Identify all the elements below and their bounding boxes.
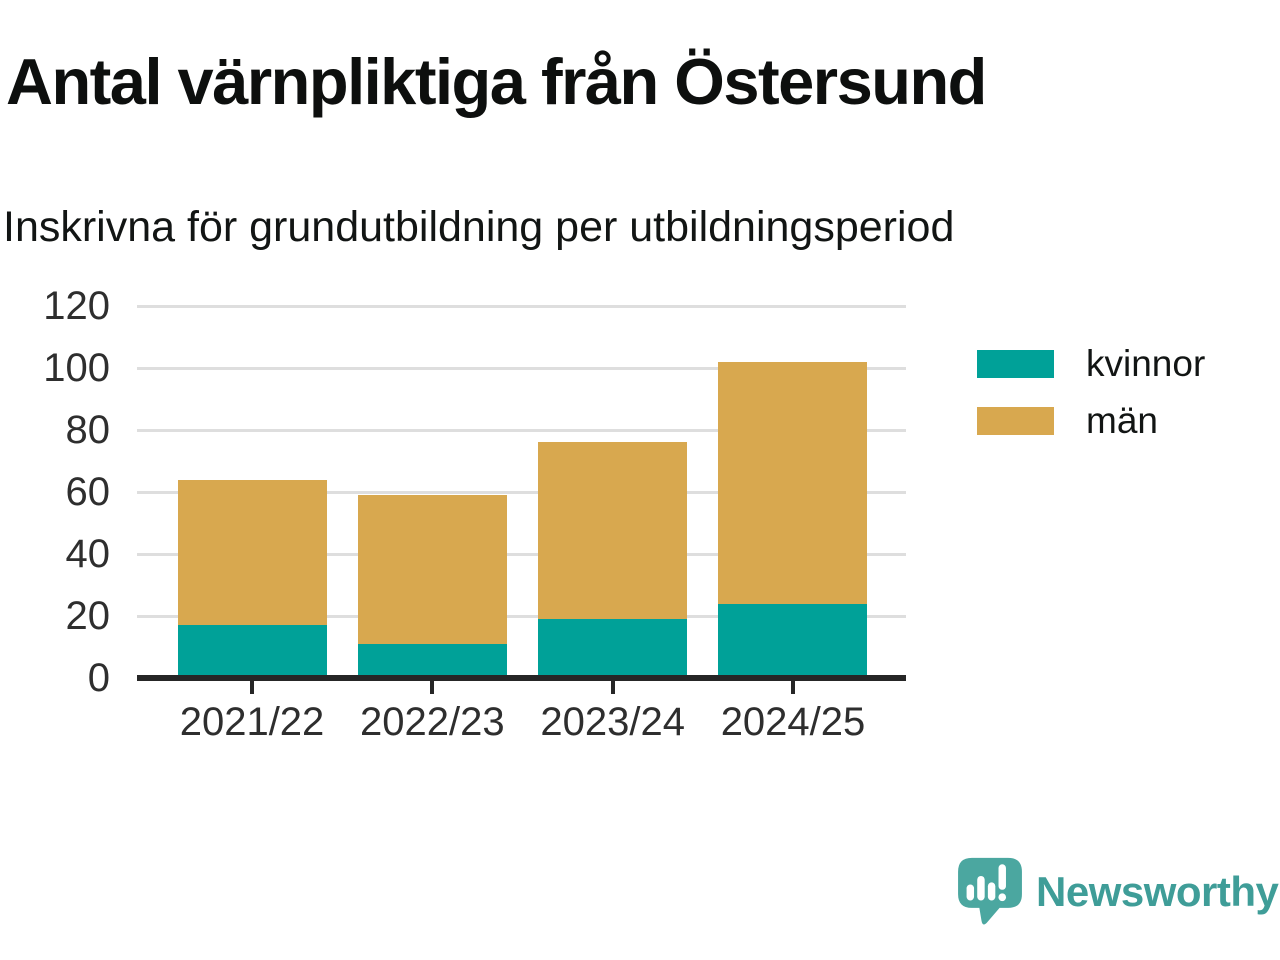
y-axis-tick-label: 20 <box>65 594 111 638</box>
chart-subtitle: Inskrivna för grundutbildning per utbild… <box>3 203 955 251</box>
legend: kvinnor män <box>977 343 1206 464</box>
bar-2022/23-män <box>357 495 507 644</box>
chart-title: Antal värnpliktiga från Östersund <box>6 45 987 118</box>
legend-item-kvinnor: kvinnor <box>977 343 1206 384</box>
y-axis-tick-label: 100 <box>43 346 110 390</box>
brand-footer: Newsworthy <box>957 856 1279 930</box>
gridline-y100 <box>137 366 906 370</box>
x-axis-tick <box>250 681 254 694</box>
bar-2022/23-kvinnor <box>357 643 507 678</box>
y-axis-tick-label: 80 <box>65 408 111 452</box>
bar-2021/22-män <box>177 479 327 626</box>
legend-item-män: män <box>977 400 1205 441</box>
x-axis-tick <box>610 681 615 694</box>
y-axis-tick-label: 120 <box>43 284 110 328</box>
x-axis-tick <box>430 681 435 694</box>
bar-2023/24-män <box>538 442 688 620</box>
x-axis-tick-label: 2022/23 <box>360 700 505 744</box>
gridline-y120 <box>137 304 906 308</box>
legend-swatch-män <box>977 407 1054 435</box>
bar-2024/25-kvinnor <box>718 603 868 678</box>
y-axis-tick-label: 60 <box>65 470 111 514</box>
legend-label-kvinnor: kvinnor <box>1086 343 1206 384</box>
x-axis-tick-label: 2024/25 <box>720 700 866 744</box>
brand-wordmark: Newsworthy <box>1036 868 1279 915</box>
gridline-y80 <box>137 428 906 432</box>
y-axis-tick-label: 0 <box>87 656 110 700</box>
x-axis-tick-label: 2023/24 <box>540 700 685 744</box>
bar-2023/24-kvinnor <box>538 619 688 678</box>
bar-2021/22-kvinnor <box>177 625 327 678</box>
x-axis-tick <box>790 681 795 694</box>
legend-label-män: män <box>1086 400 1158 441</box>
gridline-y40 <box>137 552 906 556</box>
legend-swatch-kvinnor <box>977 350 1054 378</box>
x-axis-tick-label: 2021/22 <box>179 700 325 744</box>
y-axis-tick-label: 40 <box>65 532 111 576</box>
gridline-y20 <box>137 614 906 618</box>
bar-2024/25-män <box>718 361 868 604</box>
gridline-y60 <box>137 490 906 494</box>
newsworthy-logo-icon <box>958 857 1022 925</box>
x-axis-line <box>137 675 906 681</box>
